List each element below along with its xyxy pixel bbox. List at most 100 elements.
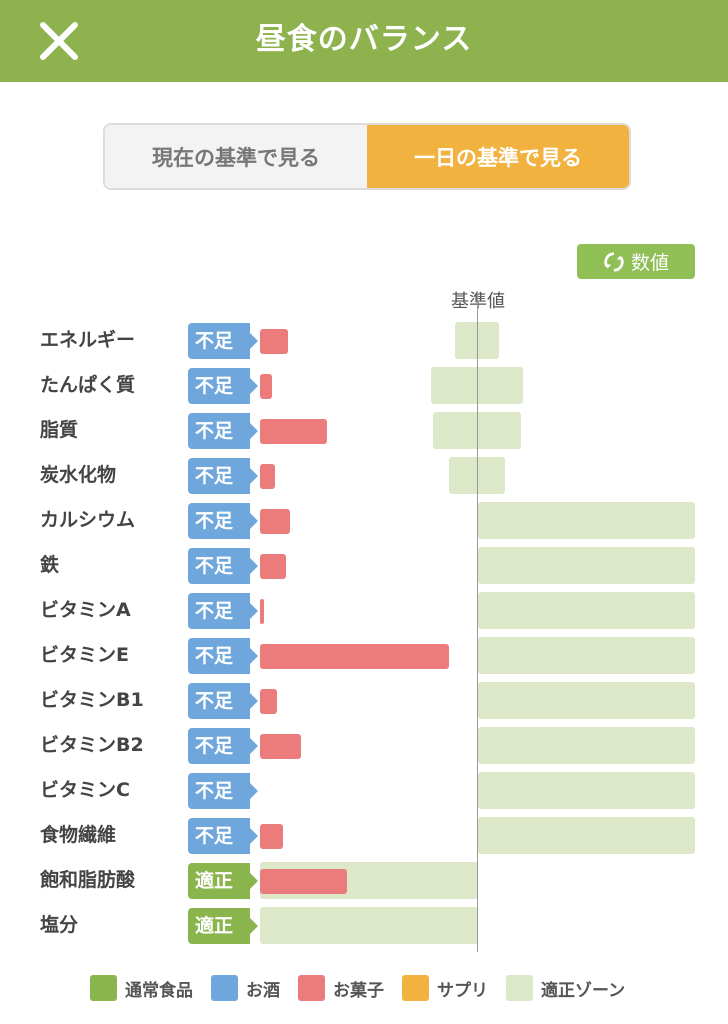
nutrient-row: カルシウム 不足 <box>0 498 728 543</box>
nutrient-row: 食物繊維 不足 <box>0 813 728 858</box>
status-badge-text: 不足 <box>195 780 234 802</box>
status-badge: 適正 <box>188 863 258 899</box>
legend-label: サプリ <box>437 980 488 1001</box>
legend-item: サプリ <box>402 975 488 1001</box>
legend-swatch-icon <box>298 975 325 1001</box>
status-badge: 不足 <box>188 323 258 359</box>
status-badge: 適正 <box>188 908 258 944</box>
nutrient-label: ビタミンC <box>40 779 130 801</box>
optimal-zone <box>478 547 695 584</box>
refresh-icon <box>604 251 624 272</box>
snack-intake-bar <box>260 329 288 354</box>
legend-item: 適正ゾーン <box>506 975 625 1001</box>
toggle-daily-standard[interactable]: 一日の基準で見る <box>367 125 629 188</box>
snack-intake-bar <box>260 554 286 579</box>
optimal-zone <box>478 727 695 764</box>
legend-item: お菓子 <box>298 975 384 1001</box>
status-badge: 不足 <box>188 593 258 629</box>
status-badge: 不足 <box>188 458 258 494</box>
nutrient-label: 食物繊維 <box>40 824 117 846</box>
status-badge-text: 不足 <box>195 330 234 352</box>
legend-swatch-icon <box>506 975 533 1001</box>
optimal-zone <box>478 772 695 809</box>
optimal-zone <box>478 817 695 854</box>
snack-intake-bar <box>260 644 449 669</box>
toggle-current-standard[interactable]: 現在の基準で見る <box>105 125 367 188</box>
nutrient-label: 脂質 <box>40 419 79 441</box>
status-badge: 不足 <box>188 503 258 539</box>
status-badge: 不足 <box>188 683 258 719</box>
snack-intake-bar <box>260 689 277 714</box>
nutrient-row: 脂質 不足 <box>0 408 728 453</box>
nutrient-row: 炭水化物 不足 <box>0 453 728 498</box>
snack-intake-bar <box>260 734 301 759</box>
status-badge: 不足 <box>188 773 258 809</box>
nutrient-label: 鉄 <box>40 554 60 576</box>
status-badge-text: 不足 <box>195 645 234 667</box>
show-values-label: 数値 <box>630 252 669 274</box>
legend-item: お酒 <box>211 975 280 1001</box>
nutrient-row: たんぱく質 不足 <box>0 363 728 408</box>
nutrient-label: 炭水化物 <box>40 464 117 486</box>
nutrient-row: ビタミンB2 不足 <box>0 723 728 768</box>
legend-label: 適正ゾーン <box>541 980 626 1001</box>
app-header: 昼食のバランス <box>0 0 728 82</box>
legend-item: 通常食品 <box>90 975 193 1001</box>
status-badge: 不足 <box>188 818 258 854</box>
optimal-zone <box>478 502 695 539</box>
legend-swatch-icon <box>402 975 429 1001</box>
status-badge-text: 不足 <box>195 555 234 577</box>
nutrient-label: エネルギー <box>40 329 136 351</box>
snack-intake-bar <box>260 374 272 399</box>
nutrient-row: エネルギー 不足 <box>0 318 728 363</box>
status-badge-text: 適正 <box>195 870 234 892</box>
nutrient-row: 鉄 不足 <box>0 543 728 588</box>
optimal-zone <box>260 907 478 944</box>
snack-intake-bar <box>260 419 327 444</box>
optimal-zone <box>478 592 695 629</box>
nutrient-label: カルシウム <box>40 509 136 531</box>
nutrient-row: 塩分 適正 <box>0 903 728 948</box>
legend: 通常食品 お酒 お菓子 サプリ 適正ゾーン <box>90 975 643 1001</box>
legend-swatch-icon <box>90 975 117 1001</box>
nutrient-label: ビタミンB2 <box>40 734 144 756</box>
legend-swatch-icon <box>211 975 238 1001</box>
nutrient-label: たんぱく質 <box>40 374 136 396</box>
reference-line <box>477 292 478 952</box>
legend-label: お菓子 <box>333 980 384 1001</box>
optimal-zone <box>478 682 695 719</box>
optimal-zone <box>478 637 695 674</box>
nutrient-label: 塩分 <box>40 914 79 936</box>
status-badge-text: 不足 <box>195 465 234 487</box>
status-badge-text: 不足 <box>195 510 234 532</box>
nutrient-label: ビタミンA <box>40 599 131 621</box>
show-values-button[interactable]: 数値 <box>577 244 695 279</box>
nutrient-label: 飽和脂肪酸 <box>40 869 136 891</box>
status-badge: 不足 <box>188 548 258 584</box>
nutrient-label: ビタミンE <box>40 644 129 666</box>
status-badge: 不足 <box>188 368 258 404</box>
close-icon[interactable] <box>38 20 80 62</box>
nutrient-row: 飽和脂肪酸 適正 <box>0 858 728 903</box>
nutrient-label: ビタミンB1 <box>40 689 144 711</box>
status-badge-text: 不足 <box>195 600 234 622</box>
status-badge: 不足 <box>188 728 258 764</box>
snack-intake-bar <box>260 824 283 849</box>
status-badge-text: 不足 <box>195 420 234 442</box>
legend-label: お酒 <box>246 980 280 1001</box>
legend-label: 通常食品 <box>125 980 193 1001</box>
nutrient-row: ビタミンA 不足 <box>0 588 728 633</box>
nutrient-row: ビタミンB1 不足 <box>0 678 728 723</box>
status-badge-text: 不足 <box>195 375 234 397</box>
status-badge: 不足 <box>188 638 258 674</box>
status-badge-text: 適正 <box>195 915 234 937</box>
page-title: 昼食のバランス <box>255 22 473 57</box>
standard-toggle: 現在の基準で見る 一日の基準で見る <box>103 123 631 190</box>
snack-intake-bar <box>260 509 290 534</box>
snack-intake-bar <box>260 599 264 624</box>
status-badge-text: 不足 <box>195 690 234 712</box>
status-badge-text: 不足 <box>195 825 234 847</box>
status-badge: 不足 <box>188 413 258 449</box>
status-badge-text: 不足 <box>195 735 234 757</box>
snack-intake-bar <box>260 464 275 489</box>
